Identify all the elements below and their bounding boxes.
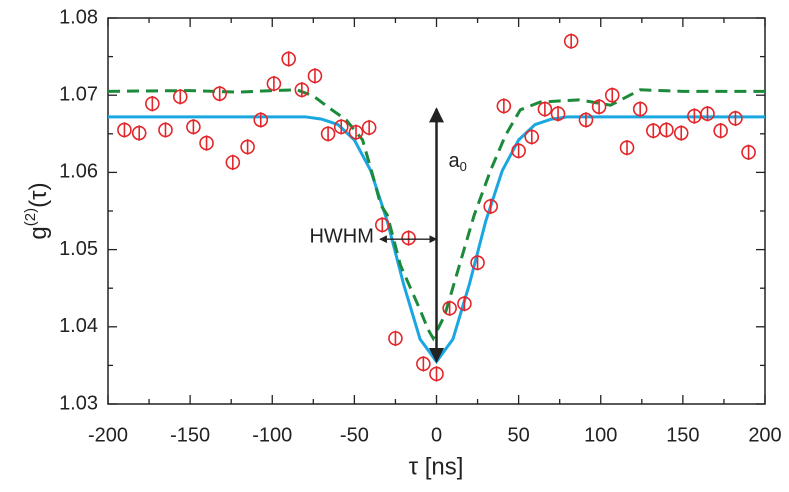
y-tick-label: 1.06 (59, 161, 98, 183)
x-tick-label: 0 (431, 424, 442, 446)
y-title-rest: (τ) (25, 182, 52, 207)
y-tick-label: 1.05 (59, 238, 98, 260)
a0-base: a (449, 150, 461, 172)
x-tick-label: 100 (584, 424, 617, 446)
x-tick-label: 200 (748, 424, 781, 446)
x-tick-label: -50 (340, 424, 369, 446)
x-tick-label: 50 (508, 424, 530, 446)
fit-curve (107, 88, 765, 342)
x-tick-label: -200 (88, 424, 128, 446)
y-tick-label: 1.04 (59, 315, 98, 337)
y-tick-label: 1.08 (59, 6, 98, 28)
a0-sub: 0 (460, 159, 467, 174)
y-axis-title: g(2)(τ) (22, 182, 52, 239)
x-axis-title: τ [ns] (409, 453, 464, 480)
x-tick-label: 150 (666, 424, 699, 446)
y-tick-label: 1.07 (59, 83, 98, 105)
a0-label: a0 (449, 150, 467, 174)
x-tick-label: -100 (252, 424, 292, 446)
y-tick-label: 1.03 (59, 392, 98, 414)
x-tick-label: -150 (170, 424, 210, 446)
y-title-sup: (2) (22, 208, 39, 226)
hwhm-label: HWHM (309, 225, 373, 247)
y-title-base: g (25, 226, 52, 239)
